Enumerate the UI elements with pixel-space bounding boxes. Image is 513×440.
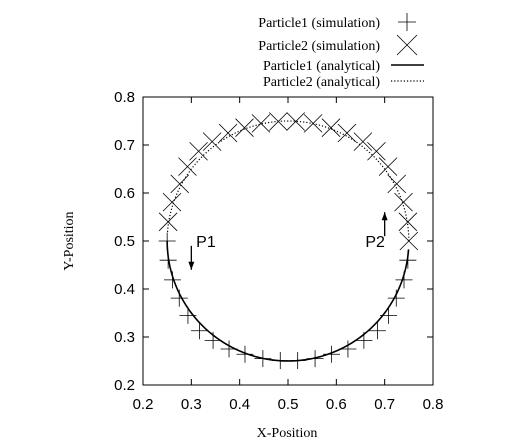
- data-point-particle1: [399, 251, 417, 269]
- legend-label: Particle2 (simulation): [258, 39, 380, 54]
- data-point-particle2: [337, 123, 357, 143]
- data-point-particle1: [339, 340, 357, 358]
- data-point-particle1: [355, 331, 373, 349]
- data-point-particle1: [395, 271, 413, 289]
- y-tick-label: 0.4: [114, 281, 135, 298]
- annotation-arrow-head: [188, 261, 195, 270]
- x-tick-label: 0.7: [374, 396, 395, 413]
- data-point-particle1: [220, 340, 238, 358]
- data-point-particle2: [399, 231, 419, 251]
- cross-marker-b: [353, 132, 373, 151]
- annotation-label: P2: [365, 234, 385, 251]
- data-point-particle2: [387, 174, 407, 194]
- cross-marker-b: [189, 141, 208, 161]
- y-tick-label: 0.6: [114, 185, 135, 202]
- cross-marker-b: [387, 174, 407, 194]
- data-point-particle1: [271, 352, 289, 370]
- data-point-particle2: [162, 192, 182, 212]
- data-point-particle1: [179, 306, 197, 324]
- data-point-particle2: [189, 141, 208, 161]
- plot-frame: [142, 96, 434, 386]
- cross-marker-b: [367, 141, 386, 161]
- y-axis-label: Y-Position: [62, 211, 77, 270]
- legend-swatch-cross: [396, 34, 418, 56]
- cross-marker-b: [286, 112, 306, 131]
- y-axis: 0.2 0.3 0.4 0.5 0.6 0.7 0.8: [114, 89, 433, 394]
- annotation-arrow-head: [381, 212, 388, 221]
- legend: Particle1 (simulation) Particle2 (simulat…: [258, 13, 424, 90]
- x-tick-label: 0.5: [278, 396, 299, 413]
- x-tick-label: 0.4: [229, 396, 250, 413]
- data-point-particle2: [202, 132, 222, 151]
- data-point-particle2: [286, 112, 306, 131]
- data-point-particle2: [218, 123, 238, 143]
- cross-marker-b: [170, 174, 190, 194]
- legend-swatch-plus: [398, 13, 416, 31]
- y-tick-label: 0.5: [114, 233, 135, 250]
- data-point-particle1: [236, 345, 254, 363]
- y-tick-label: 0.3: [114, 329, 135, 346]
- y-tick-label: 0.7: [114, 137, 135, 154]
- cross-marker-b: [178, 157, 197, 176]
- cross-marker-b: [394, 192, 413, 212]
- cross-marker-b: [378, 157, 398, 176]
- data-point-particle1: [191, 322, 209, 340]
- data-point-particle1: [254, 350, 272, 368]
- cross-marker-b: [235, 118, 254, 138]
- data-point-particle2: [251, 114, 271, 133]
- data-point-particle2: [353, 132, 373, 151]
- data-point-particle2: [235, 118, 254, 138]
- cross-marker-b: [202, 132, 222, 151]
- data-point-particle1: [289, 352, 307, 370]
- x-tick-label: 0.3: [181, 396, 202, 413]
- x-tick-label: 0.2: [133, 396, 154, 413]
- cross-marker-b: [303, 114, 323, 133]
- series-line-3: [166, 240, 410, 362]
- y-tick-label: 0.2: [114, 377, 135, 394]
- cross-marker-b: [337, 123, 357, 143]
- data-point-particle1: [159, 251, 177, 269]
- cross-marker-b: [321, 118, 341, 138]
- data-point-particle2: [394, 192, 413, 212]
- cross-marker-b: [396, 34, 418, 56]
- data-point-particle2: [170, 174, 190, 194]
- data-point-particle1: [323, 345, 340, 363]
- data-point-particle1: [163, 271, 181, 289]
- cross-marker-b: [399, 231, 419, 251]
- data-point-particle2: [303, 114, 323, 133]
- x-axis-label: X-Position: [257, 426, 318, 440]
- data-point-particle1: [170, 289, 188, 307]
- cross-marker-b: [398, 212, 418, 232]
- x-tick-label: 0.8: [423, 396, 444, 413]
- cross-marker-b: [218, 123, 238, 143]
- data-point-particle2: [378, 157, 398, 176]
- data-point-particle2: [321, 118, 341, 138]
- data-point-particle1: [387, 289, 405, 307]
- cross-marker-b: [269, 112, 288, 131]
- data-point-particle1: [380, 306, 398, 324]
- data-point-particle2: [269, 112, 288, 131]
- cross-marker-b: [162, 192, 182, 212]
- cross-marker-b: [251, 114, 271, 133]
- data-point-particle2: [367, 141, 386, 161]
- data-point-particle1: [158, 232, 176, 250]
- series-line-4: [166, 120, 410, 242]
- data-point-particle2: [178, 157, 197, 176]
- x-axis: 0.2 0.3 0.4 0.5 0.6 0.7 0.8: [133, 97, 444, 413]
- annotation-label: P1: [196, 234, 216, 251]
- cross-marker-b: [158, 212, 178, 232]
- data-point-particle1: [368, 322, 386, 340]
- data-point-particle2: [398, 212, 418, 232]
- legend-label: Particle2 (analytical): [263, 75, 380, 90]
- legend-label: Particle1 (analytical): [263, 59, 380, 74]
- plot-area: P1 P2: [142, 96, 434, 386]
- data-point-particle2: [158, 212, 178, 232]
- legend-label: Particle1 (simulation): [258, 16, 380, 31]
- data-point-particle1: [204, 331, 222, 349]
- data-point-particle1: [306, 350, 324, 368]
- y-tick-label: 0.8: [114, 89, 135, 106]
- x-tick-label: 0.6: [326, 396, 347, 413]
